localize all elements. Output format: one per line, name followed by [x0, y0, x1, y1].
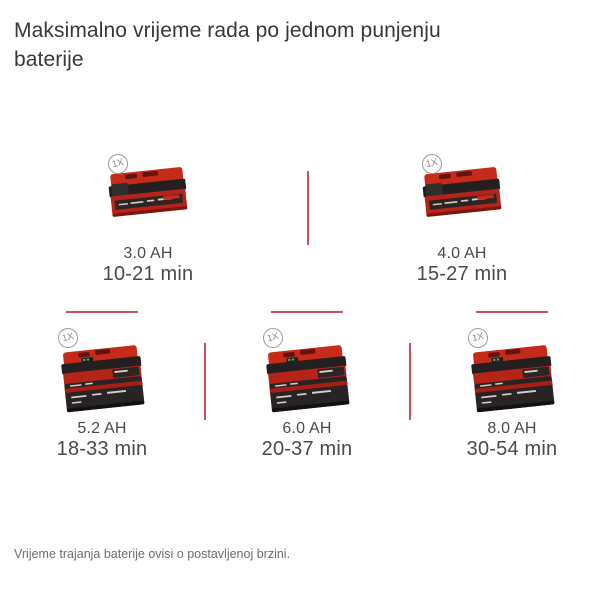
runtime-label: 10-21 min	[102, 263, 194, 285]
divider-vertical	[204, 343, 206, 420]
runtime-label: 18-33 min	[56, 438, 148, 460]
battery-icon	[418, 166, 506, 221]
footnote: Vrijeme trajanja baterije ovisi o postav…	[14, 547, 291, 561]
battery-card: 1X 3.0 AH 10-21 min	[48, 150, 248, 285]
divider-horizontal	[66, 311, 138, 313]
capacity-label: 4.0 AH	[437, 245, 487, 262]
page-title: Maksimalno vrijeme rada po jednom punjen…	[14, 19, 441, 71]
battery-icon	[462, 344, 562, 418]
divider-horizontal	[476, 311, 548, 313]
runtime-label: 30-54 min	[466, 438, 558, 460]
battery-card: 1X 5.2 AH 18-33 min	[7, 322, 197, 460]
runtime-label: 20-37 min	[261, 438, 353, 460]
capacity-label: 6.0 AH	[282, 420, 332, 437]
battery-card: 1X 8.0 AH 30-54 min	[417, 322, 607, 460]
battery-card: 1X 6.0 AH 20-37 min	[212, 322, 402, 460]
battery-icon	[56, 344, 148, 418]
capacity-label: 5.2 AH	[77, 420, 127, 437]
runtime-label: 15-27 min	[416, 263, 508, 285]
battery-icon	[104, 166, 192, 221]
divider-vertical	[307, 171, 309, 245]
battery-card: 1X 4.0 AH 15-27 min	[362, 150, 562, 285]
capacity-label: 3.0 AH	[123, 245, 173, 262]
capacity-label: 8.0 AH	[487, 420, 537, 437]
divider-vertical	[409, 343, 411, 420]
divider-horizontal	[271, 311, 343, 313]
battery-icon	[261, 344, 353, 418]
